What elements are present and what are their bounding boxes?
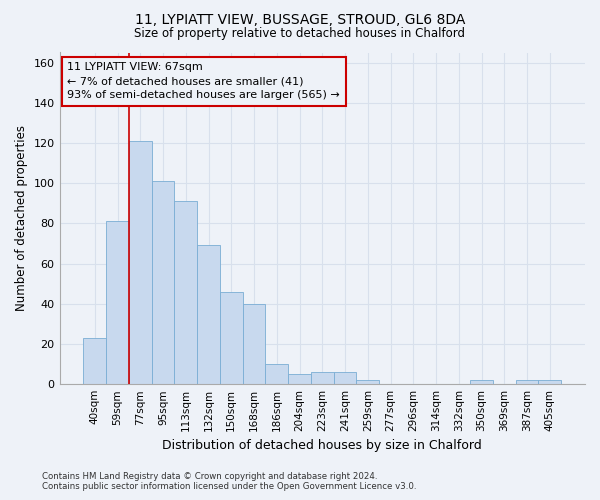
Bar [311, 372, 334, 384]
Bar [242, 304, 265, 384]
Text: Contains HM Land Registry data © Crown copyright and database right 2024.: Contains HM Land Registry data © Crown c… [42, 472, 377, 481]
Y-axis label: Number of detached properties: Number of detached properties [15, 126, 28, 312]
Bar [83, 338, 106, 384]
X-axis label: Distribution of detached houses by size in Chalford: Distribution of detached houses by size … [163, 440, 482, 452]
Bar [220, 292, 242, 384]
Text: Contains public sector information licensed under the Open Government Licence v3: Contains public sector information licen… [42, 482, 416, 491]
Text: 11, LYPIATT VIEW, BUSSAGE, STROUD, GL6 8DA: 11, LYPIATT VIEW, BUSSAGE, STROUD, GL6 8… [135, 12, 465, 26]
Text: 11 LYPIATT VIEW: 67sqm
← 7% of detached houses are smaller (41)
93% of semi-deta: 11 LYPIATT VIEW: 67sqm ← 7% of detached … [67, 62, 340, 100]
Bar [265, 364, 288, 384]
Text: Size of property relative to detached houses in Chalford: Size of property relative to detached ho… [134, 28, 466, 40]
Bar [106, 222, 129, 384]
Bar [152, 181, 175, 384]
Bar [538, 380, 561, 384]
Bar [470, 380, 493, 384]
Bar [334, 372, 356, 384]
Bar [515, 380, 538, 384]
Bar [129, 141, 152, 384]
Bar [288, 374, 311, 384]
Bar [175, 202, 197, 384]
Bar [356, 380, 379, 384]
Bar [197, 246, 220, 384]
